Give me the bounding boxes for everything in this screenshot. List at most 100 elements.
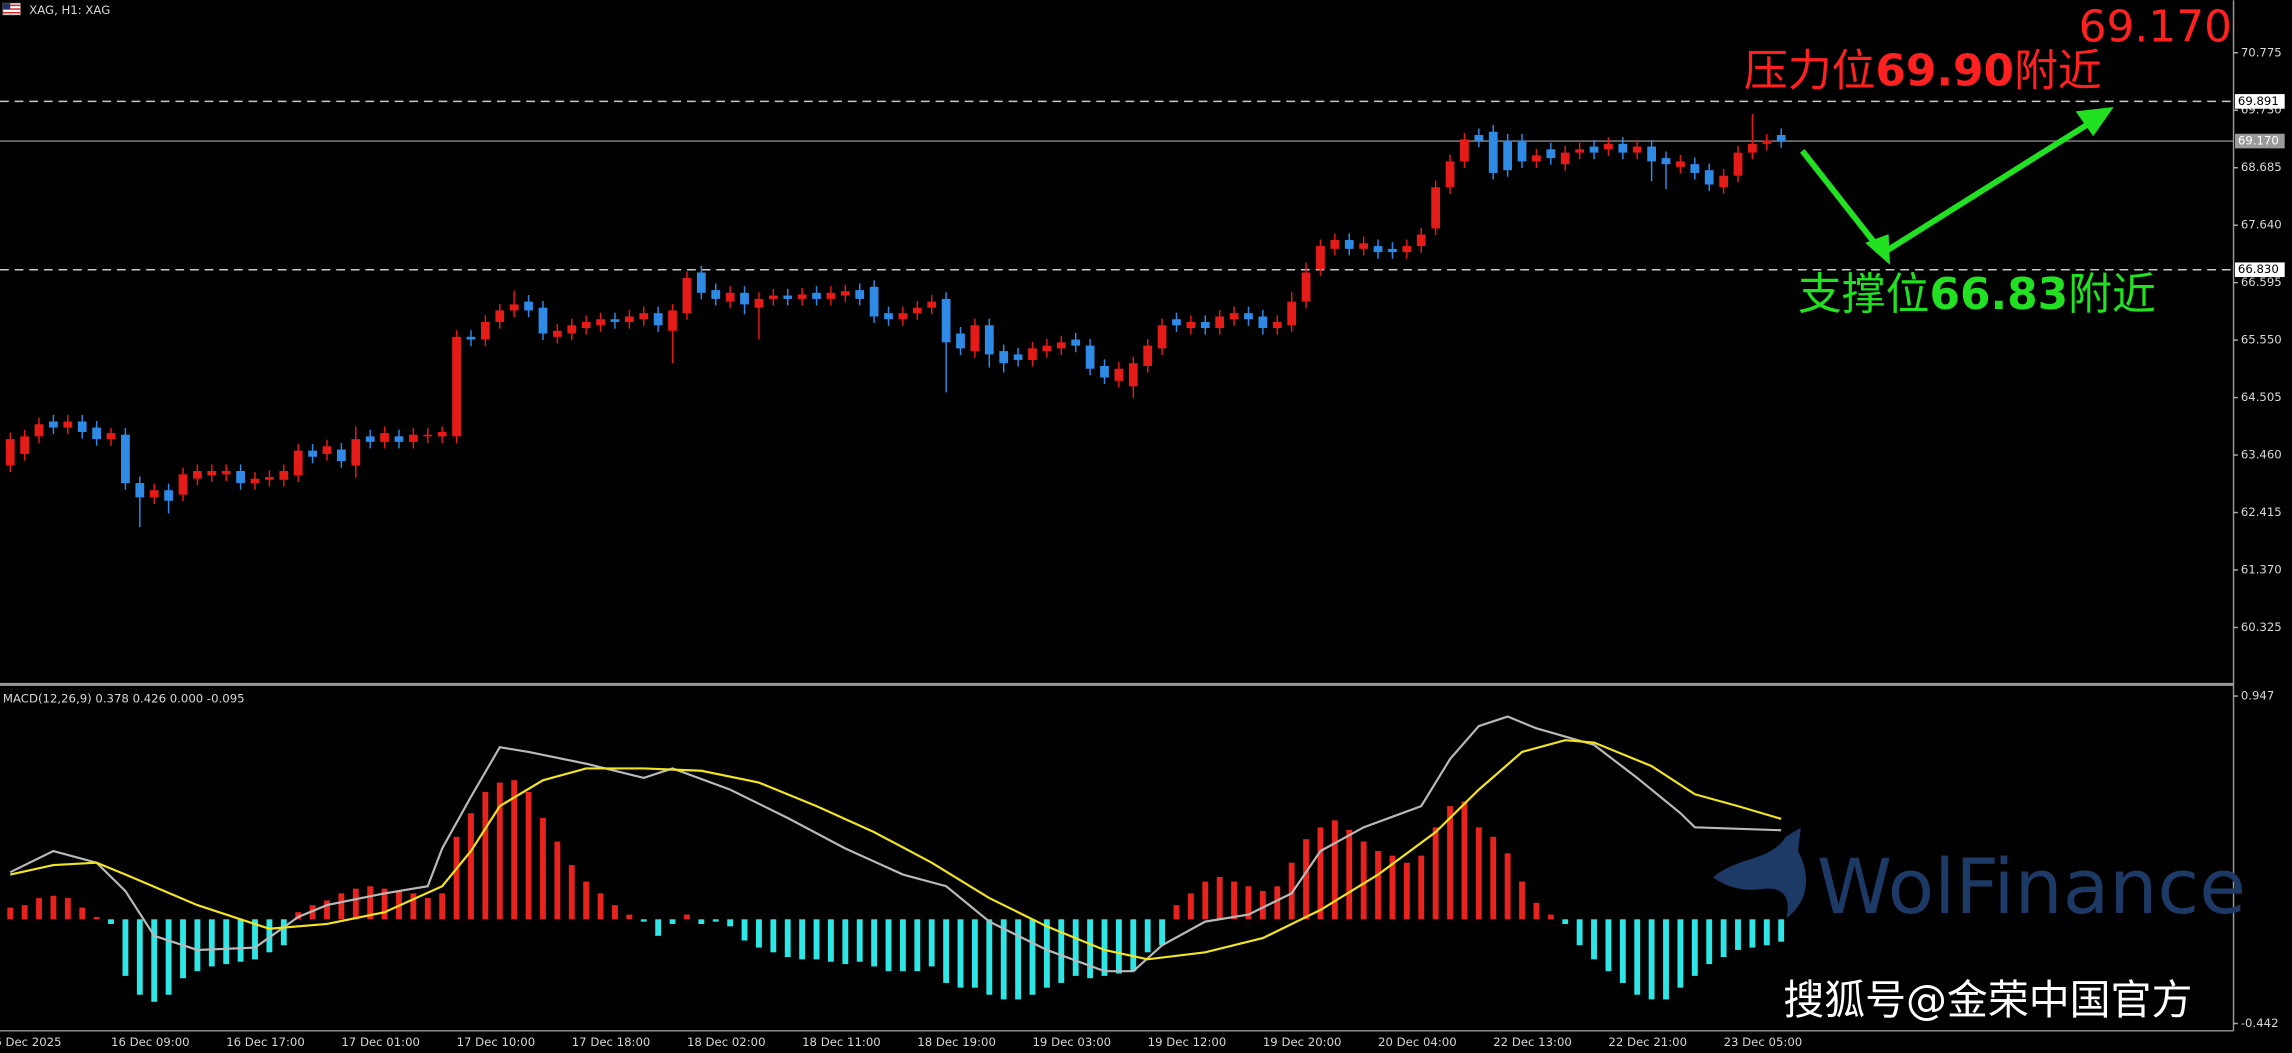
histogram-bar [1216,876,1223,920]
candle-body [466,336,476,340]
histogram-bar [957,919,964,988]
candle-body [1229,313,1239,320]
candle-body [351,439,361,466]
histogram-bar [64,898,71,920]
candle-body [63,421,73,428]
candle-body [480,321,490,340]
candle-body [596,319,605,326]
candle-body [855,290,865,299]
candle-body [1416,234,1426,247]
candle-body [768,295,778,299]
histogram-bar [1346,829,1353,920]
candle-body [624,316,634,322]
histogram-bar [309,905,316,920]
candle-body [1431,187,1441,229]
histogram-bar [727,919,734,927]
candle-body [1546,149,1556,159]
candle-body [250,478,260,484]
histogram-bar [1159,919,1166,946]
x-tick-label: 23 Dec 05:00 [1724,1035,1803,1049]
candle-body [682,277,692,314]
histogram-bar [1058,919,1065,983]
candle-body [135,483,145,498]
macd-line [9,739,1782,961]
histogram-bar [1317,827,1324,920]
candle-body [826,292,836,299]
candle-body [408,434,418,442]
candle-body [308,450,317,457]
candle-body [1762,140,1772,144]
histogram-bar [324,900,330,920]
candle-body [236,471,245,484]
histogram-bar [842,919,849,965]
candle-body [941,298,951,343]
histogram-bar [122,919,129,976]
candle-body [1143,345,1153,366]
candle-body [149,490,159,498]
histogram-bar [1648,919,1655,1000]
x-tick-label: 16 Dec 2025 [0,1035,62,1049]
histogram-bar [784,919,791,958]
histogram-bar [540,817,546,920]
histogram-bar [554,841,561,920]
candle-body [1114,368,1124,381]
candle-body [1719,175,1728,188]
candle-body [106,433,116,440]
histogram-bar [1029,919,1036,995]
histogram-bar [511,780,518,920]
candle-body [121,434,130,484]
candle-body [610,319,620,322]
x-tick-label: 22 Dec 21:00 [1608,1035,1687,1049]
candle-body [337,449,346,462]
candle-body [524,301,533,311]
histogram-bar [1504,853,1511,920]
histogram-bar [626,914,633,920]
histogram-bar [79,907,86,920]
annotation-part: 附近 [2068,269,2156,320]
candle-body [1445,161,1455,188]
histogram-bar [1187,893,1194,920]
plot-area: 70.77569.73068.68567.64066.59565.55064.5… [0,45,2285,1049]
candle-body [884,313,893,320]
candle-body [1215,316,1225,329]
histogram-bar [1130,919,1137,972]
candle-body [1258,316,1268,329]
histogram-bar [1778,919,1785,942]
candle-body [322,446,332,454]
annotation: 69.170 [2079,2,2232,53]
y-tick-label: 68.685 [2241,160,2282,174]
histogram-bar [655,919,662,936]
candle-body [1186,321,1196,329]
histogram-bar [108,919,114,925]
arrow-head [2075,106,2114,137]
histogram-bar [280,919,287,946]
candle-body [20,436,30,454]
candle-body [783,295,793,299]
candle-body [797,294,807,299]
candle-body [1244,313,1253,320]
watermark-brand: WolFinance [1817,842,2246,931]
candle-body [999,351,1009,364]
annotation-part: 66.83 [1929,269,2068,320]
candle-body [1733,152,1743,176]
candle-body [1085,345,1095,369]
candle-body [1301,272,1311,302]
annotation-part: 附近 [2014,45,2102,96]
candle-body [77,421,87,432]
histogram-bar [381,888,388,920]
candle-body [437,431,447,437]
y-tick-label: 0.947 [2241,689,2274,703]
histogram-bar [856,919,863,962]
candle-body [1157,325,1167,349]
histogram-bar [496,782,503,920]
histogram-bar [1447,806,1453,920]
histogram-bar [352,888,359,920]
annotation: 压力位69.90附近 [1744,45,2102,96]
histogram-bar [1691,919,1698,976]
candle-body [812,292,821,299]
candle-body [178,474,188,495]
candle-body [1200,321,1210,329]
histogram-bar [568,865,575,920]
candle-body [1488,131,1498,173]
candle-body [1316,246,1325,270]
